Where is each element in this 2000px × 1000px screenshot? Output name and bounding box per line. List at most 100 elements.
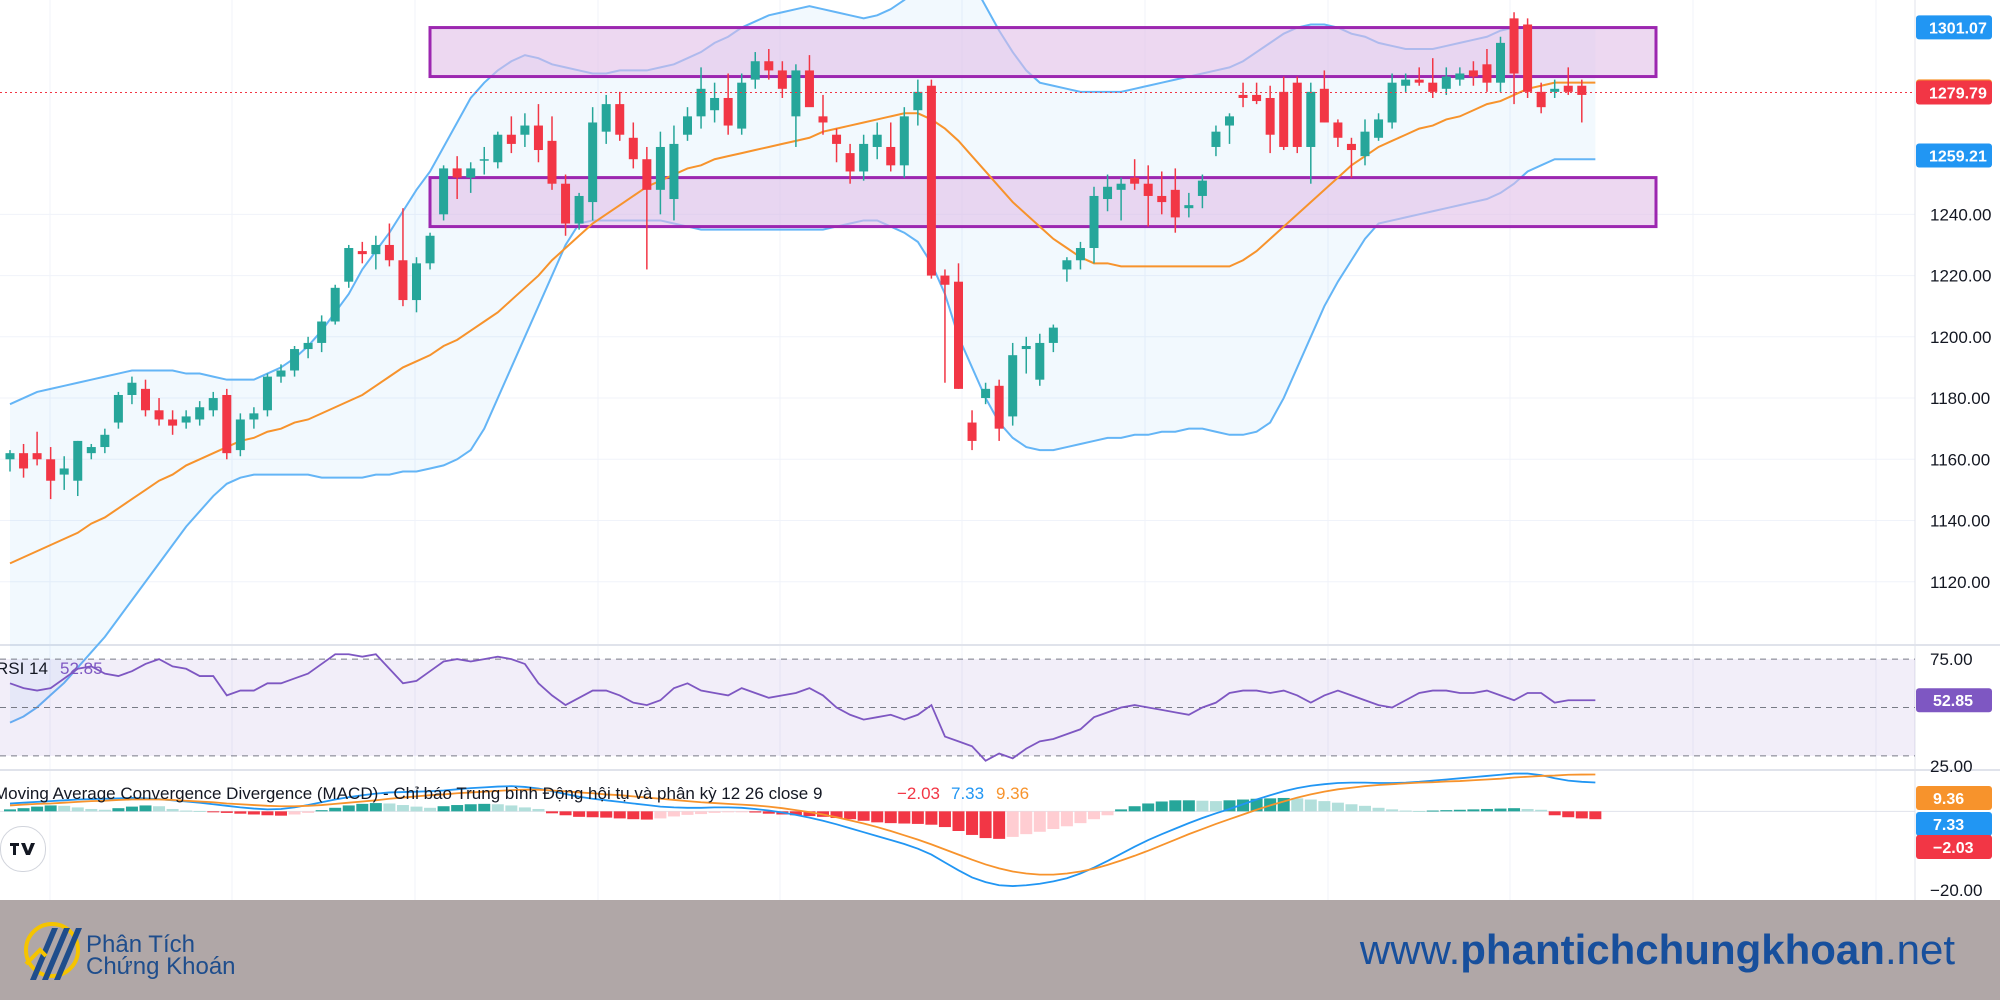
macd-histogram-bar [911, 811, 924, 824]
macd-histogram-bar [1453, 809, 1466, 812]
site-url[interactable]: www.phantichchungkhoan.net [1360, 926, 1955, 974]
macd-histogram-bar [125, 806, 138, 812]
candle-body [1360, 131, 1370, 157]
macd-histogram-bar [1060, 811, 1073, 827]
candle-body [384, 244, 394, 261]
candle-body [926, 85, 936, 276]
macd-histogram-bar [871, 811, 884, 823]
macd-histogram-bar [1413, 810, 1426, 812]
macd-histogram-bar [342, 805, 355, 812]
candle-body [357, 251, 367, 255]
macd-histogram-bar [98, 809, 111, 812]
candle-body [1184, 205, 1194, 209]
indicator-legends: RSI 14 52.85 Moving Average Convergence Di… [0, 659, 1029, 803]
macd-histogram-bar [1047, 811, 1060, 830]
candle-body [19, 453, 29, 469]
candle-body [276, 370, 286, 377]
macd-histogram-bar [261, 811, 274, 816]
macd-histogram-bar [532, 808, 545, 812]
macd-histogram-bar [464, 804, 477, 812]
candle-body [1428, 82, 1438, 92]
macd-histogram-bar [1331, 802, 1344, 812]
rsi-panel[interactable] [0, 653, 1915, 762]
candle-body [181, 416, 191, 423]
rsi-line [9, 653, 1596, 762]
candle-body [1225, 116, 1234, 126]
macd-histogram-bar [315, 810, 328, 812]
candle-body [1536, 91, 1546, 108]
candle-body [615, 104, 625, 135]
macd-histogram-bar [735, 811, 748, 813]
candle-body [344, 248, 354, 282]
price-badge-label: 1301.07 [1929, 20, 1987, 37]
macd-histogram-bar [938, 811, 951, 828]
candle-body [1252, 94, 1262, 102]
candle-body [845, 153, 855, 172]
candle-body [1482, 64, 1492, 83]
site-logo-icon[interactable] [22, 914, 92, 984]
url-prefix: www. [1359, 926, 1461, 973]
macd-histogram-bar [383, 803, 396, 812]
url-suffix: .net [1884, 926, 1955, 973]
candle-body [547, 140, 557, 184]
candle-body [1021, 345, 1031, 350]
candle-body [1496, 42, 1505, 83]
candle-body [804, 70, 814, 108]
macd-histogram-bar [844, 811, 857, 820]
resistance-support-zone [428, 176, 1658, 229]
rsi-legend-value: 52.85 [60, 659, 103, 678]
macd-histogram-bar [478, 803, 491, 812]
candle-body [1441, 76, 1451, 89]
candle-body [886, 146, 896, 166]
candle-body [141, 388, 150, 411]
candle-body [791, 70, 801, 117]
candle-body [1550, 88, 1560, 92]
macd-histogram-bar [681, 811, 694, 815]
price-panel[interactable] [0, 0, 1915, 724]
macd-histogram-bar [1209, 801, 1222, 812]
macd-legend-histogram-value: −2.03 [897, 784, 940, 803]
candle-body [696, 88, 706, 117]
candle-body [100, 434, 110, 448]
macd-histogram-bar [396, 805, 409, 812]
bollinger-upper-line [9, 0, 1596, 406]
candle-body [1319, 88, 1329, 123]
macd-histogram-bar [1115, 809, 1128, 812]
candle-body [832, 134, 842, 144]
macd-histogram-bar [1535, 809, 1548, 812]
macd-histogram-bar [1088, 811, 1100, 820]
candle-body [235, 419, 245, 451]
macd-histogram-bar [1142, 803, 1155, 812]
candle-body [506, 134, 516, 144]
candle-body [561, 183, 571, 224]
candle-body [899, 116, 909, 166]
macd-histogram-bar [627, 811, 640, 820]
candle-body [1143, 183, 1153, 196]
macd-histogram-bar [600, 811, 613, 818]
candle-body [1374, 119, 1384, 138]
macd-histogram-bar [830, 811, 843, 819]
price-badge [1916, 80, 1992, 105]
macd-histogram-bar [505, 805, 518, 812]
rsi-axis-label: 75.00 [1930, 650, 1973, 669]
macd-histogram-bar [857, 811, 870, 821]
macd-histogram-bar [1020, 811, 1033, 835]
candle-body [1062, 260, 1072, 270]
price-axis[interactable]: 1120.00 1140.00 1160.00 1180.00 1200.00 1220.… [1916, 15, 1992, 900]
bollinger-band-fill [10, 0, 1596, 723]
macd-legend-signal-value: 9.36 [996, 784, 1029, 803]
macd-panel[interactable] [0, 772, 1915, 887]
macd-histogram-bar [1196, 800, 1209, 812]
macd-histogram-bar [1386, 809, 1399, 812]
macd-histogram-bar [1237, 799, 1250, 812]
macd-histogram-bar [1521, 808, 1534, 812]
tradingview-logo-icon[interactable] [0, 826, 46, 872]
macd-histogram-bar [4, 809, 16, 812]
macd-histogram-bar [302, 811, 315, 813]
macd-histogram-bar [220, 811, 233, 813]
candle-body [1089, 195, 1099, 249]
macd-histogram-bar [424, 807, 437, 812]
candle-body [398, 260, 408, 301]
candle-body [1048, 327, 1058, 343]
candle-body [533, 125, 543, 151]
